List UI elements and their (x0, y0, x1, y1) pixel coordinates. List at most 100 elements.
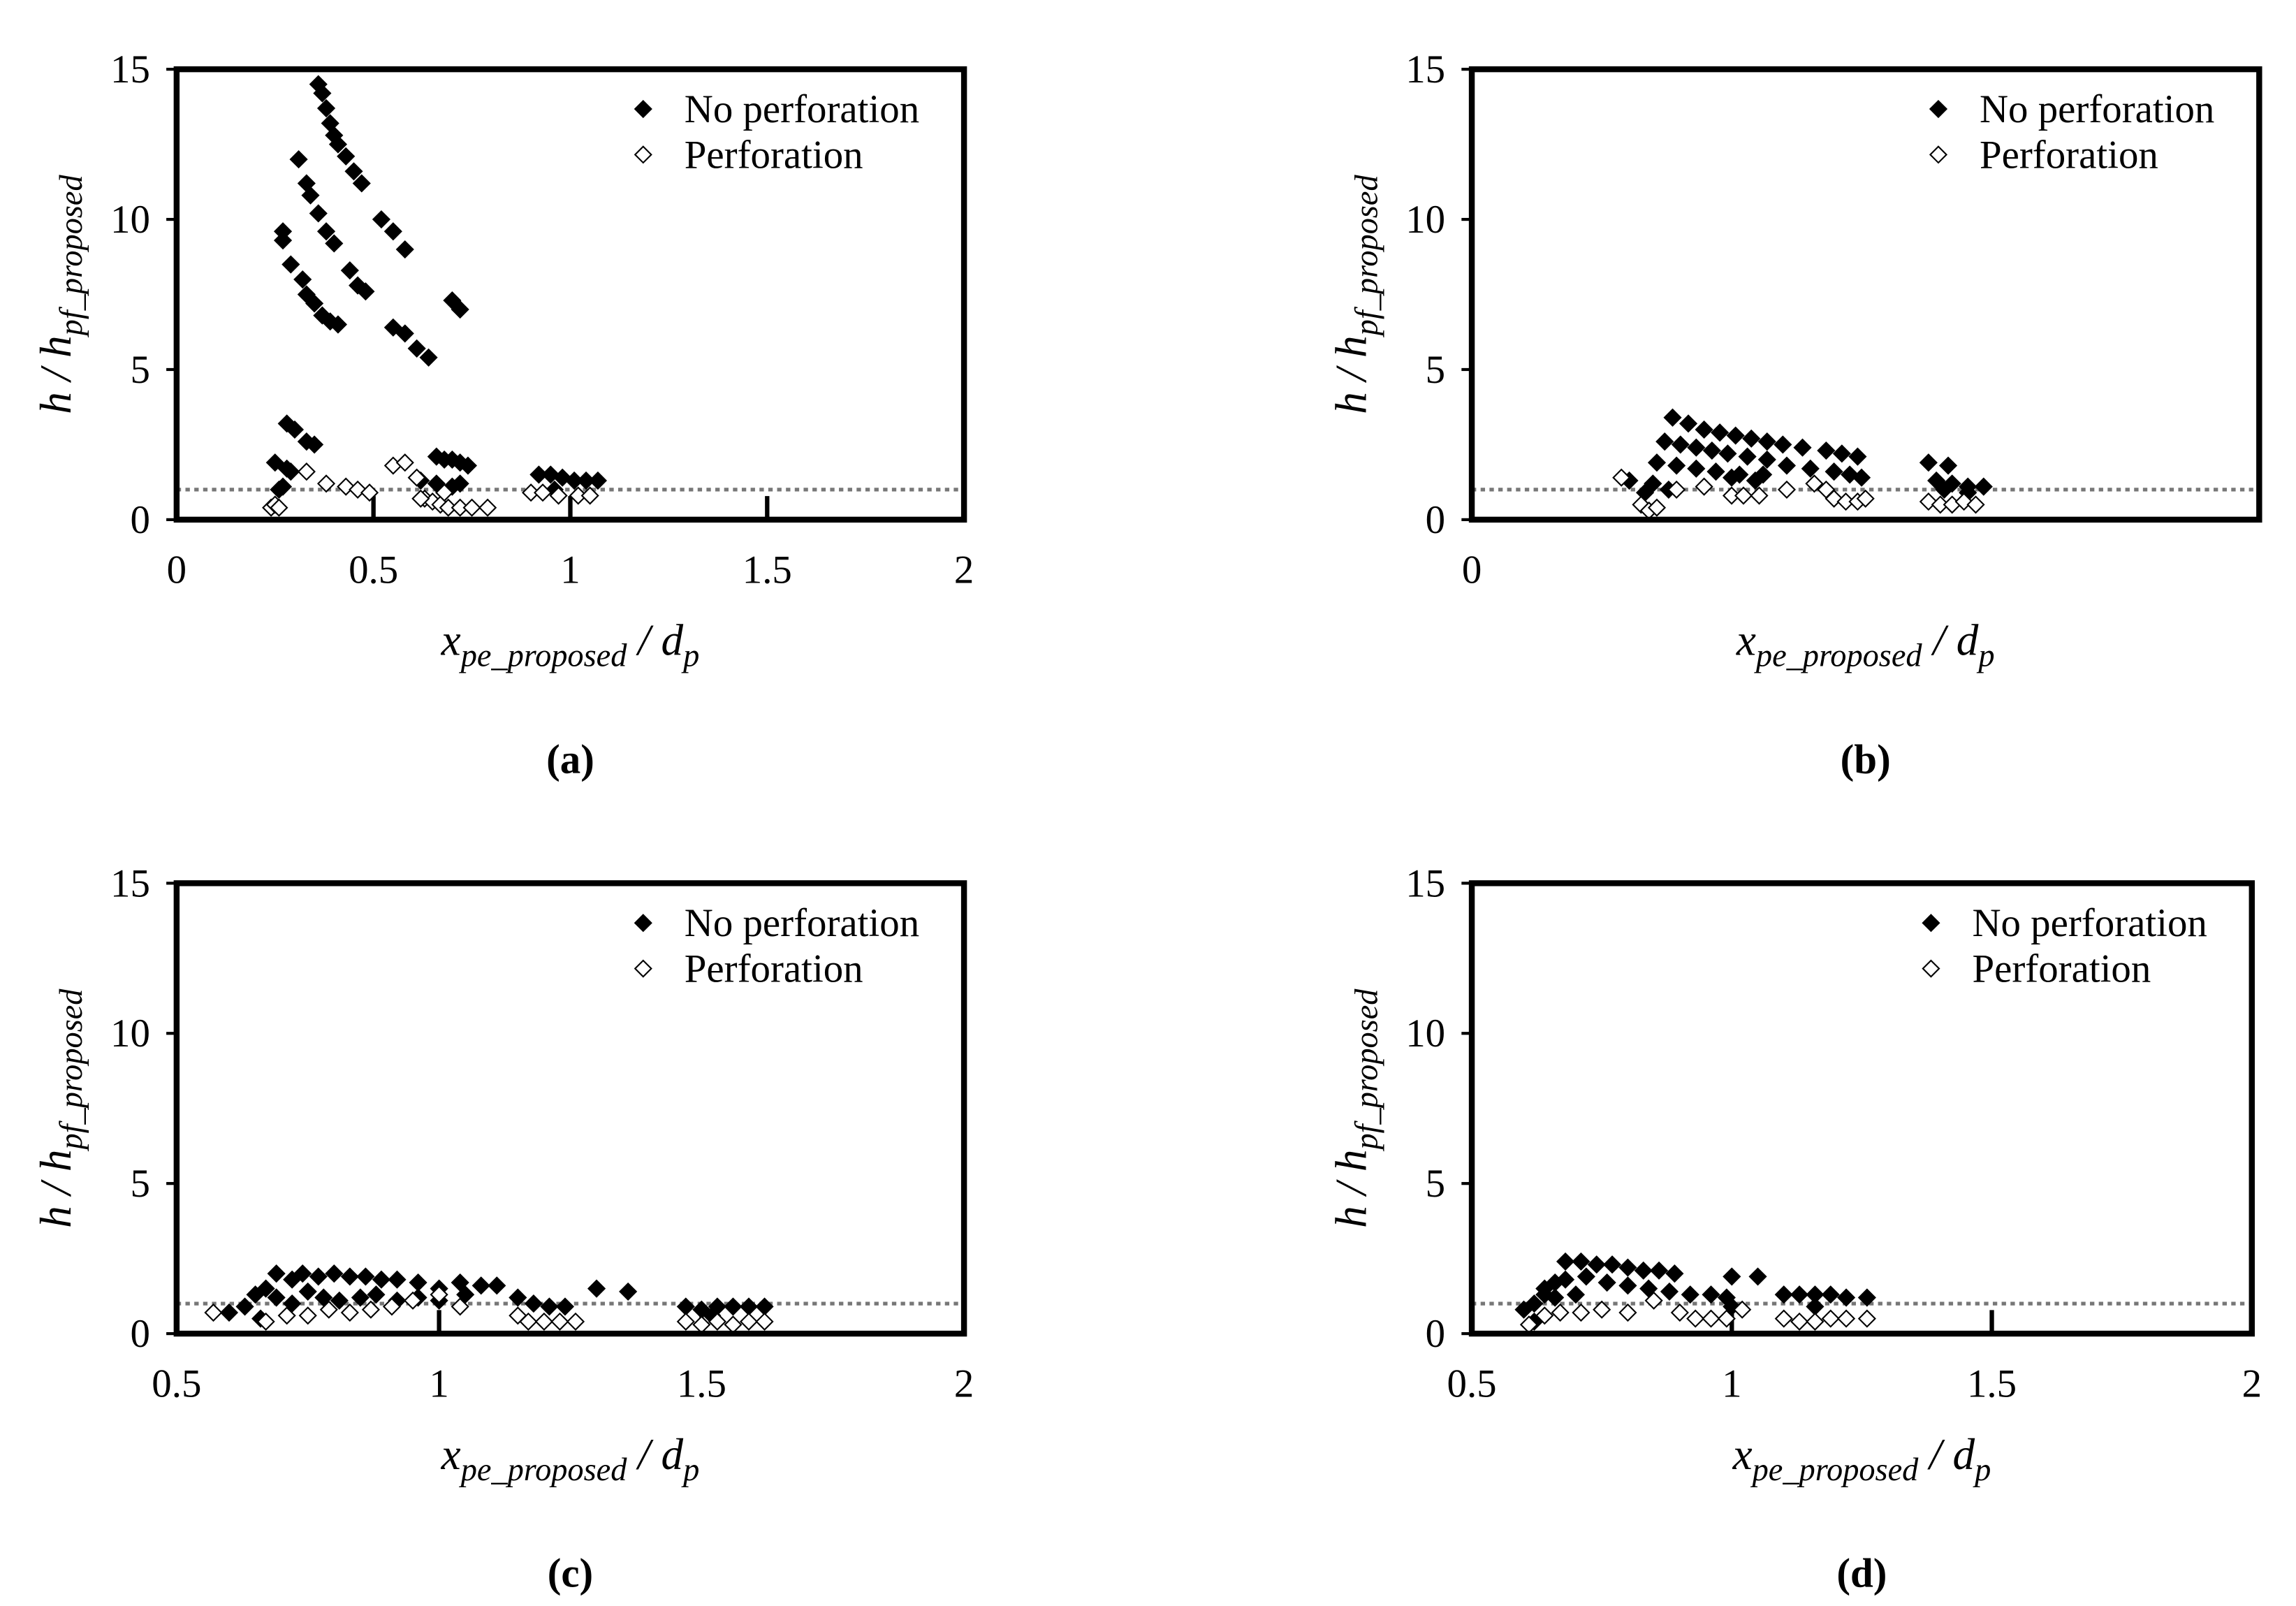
x-tick-label: 0.5 (349, 548, 398, 592)
data-point (361, 1300, 380, 1319)
data-point (1602, 1255, 1622, 1274)
data-point (1687, 459, 1706, 478)
data-point (458, 456, 478, 475)
panel-caption: (d) (1836, 1550, 1887, 1596)
x-axis-label-part: / d (1922, 616, 1979, 665)
data-point (411, 489, 430, 508)
data-point (435, 483, 454, 502)
data-point (395, 324, 414, 343)
data-point (451, 1273, 469, 1292)
data-point (1718, 444, 1737, 463)
x-tick-label: 1.5 (743, 548, 792, 592)
panel-caption: (a) (546, 736, 594, 782)
data-point (328, 135, 348, 154)
data-point (1647, 453, 1667, 472)
data-point (219, 1303, 239, 1322)
data-point (395, 240, 414, 259)
y-tick-label: 5 (1426, 1162, 1445, 1206)
legend-label: Perforation (1972, 947, 2151, 991)
data-point (298, 1306, 317, 1325)
data-point (1667, 480, 1686, 499)
data-point (407, 468, 426, 487)
data-point (301, 186, 320, 205)
y-tick-label: 5 (130, 348, 149, 392)
data-point (1702, 1309, 1720, 1328)
data-point (340, 1303, 359, 1322)
x-tick-label: 1 (1722, 1362, 1741, 1406)
data-point (1821, 1309, 1840, 1328)
plot-frame (1468, 880, 2255, 1337)
data-point (1687, 438, 1706, 457)
legend-marker (634, 959, 652, 978)
data-point (1551, 1303, 1570, 1322)
data-point (1837, 1309, 1856, 1328)
data-point (293, 270, 312, 289)
data-point (285, 420, 305, 439)
data-point (1733, 1300, 1752, 1319)
y-tick-label: 5 (130, 1162, 149, 1206)
legend-marker (634, 99, 652, 119)
data-point (1612, 468, 1631, 487)
data-point (344, 162, 363, 181)
data-point (277, 1306, 296, 1325)
plot-frame (1468, 66, 2262, 523)
data-point (1702, 441, 1721, 460)
data-point (298, 1282, 317, 1301)
data-point (1817, 441, 1836, 460)
data-point (1717, 1309, 1736, 1328)
data-point (451, 474, 469, 493)
data-point (1825, 462, 1843, 481)
data-point (1525, 1294, 1544, 1313)
data-point (1742, 429, 1761, 448)
data-point (1618, 1258, 1637, 1277)
x-axis-label-part: p (1973, 1452, 1991, 1488)
data-point (739, 1297, 759, 1316)
y-axis-label-part: pf_proposed (1349, 174, 1384, 337)
data-point (1777, 480, 1797, 499)
legend-label: Perforation (685, 947, 863, 991)
data-point (1774, 1285, 1793, 1304)
y-tick-label: 15 (110, 861, 150, 905)
x-axis-label-part: / d (627, 616, 683, 665)
data-point (1686, 1309, 1705, 1328)
data-point (313, 84, 332, 103)
data-point (1726, 426, 1745, 445)
data-point (388, 1270, 407, 1289)
x-tick-label: 2 (954, 1362, 974, 1406)
data-point (1618, 1276, 1637, 1295)
data-point (328, 315, 348, 334)
data-point (1647, 498, 1667, 517)
data-point (407, 339, 426, 358)
x-tick-label: 0.5 (1447, 1362, 1497, 1406)
data-point (1757, 432, 1776, 451)
y-tick-label: 15 (110, 48, 150, 92)
data-point (419, 348, 438, 367)
x-axis-label: xpe_proposed / dp (441, 616, 700, 674)
data-point (1777, 456, 1797, 475)
data-point (1806, 1312, 1825, 1331)
data-point (267, 1288, 286, 1307)
x-axis-label-part: x (441, 616, 461, 665)
panel-caption: (b) (1841, 736, 1891, 782)
legend-marker (1922, 959, 1940, 978)
legend-label: No perforation (685, 87, 919, 131)
data-point (549, 486, 568, 505)
y-tick-label: 0 (130, 498, 149, 542)
data-point (471, 1276, 490, 1295)
data-point (281, 462, 300, 481)
data-point (1702, 1285, 1720, 1304)
data-point (319, 1300, 338, 1319)
data-point (356, 1267, 375, 1286)
x-axis-label-part: p (681, 1452, 699, 1488)
data-point (755, 1297, 774, 1316)
data-point (1535, 1306, 1554, 1325)
data-point (351, 1288, 370, 1307)
data-point (566, 1312, 585, 1331)
data-point (1919, 453, 1938, 472)
legend-label: Perforation (685, 133, 863, 177)
data-point (1556, 1270, 1575, 1289)
data-point (409, 1273, 427, 1292)
